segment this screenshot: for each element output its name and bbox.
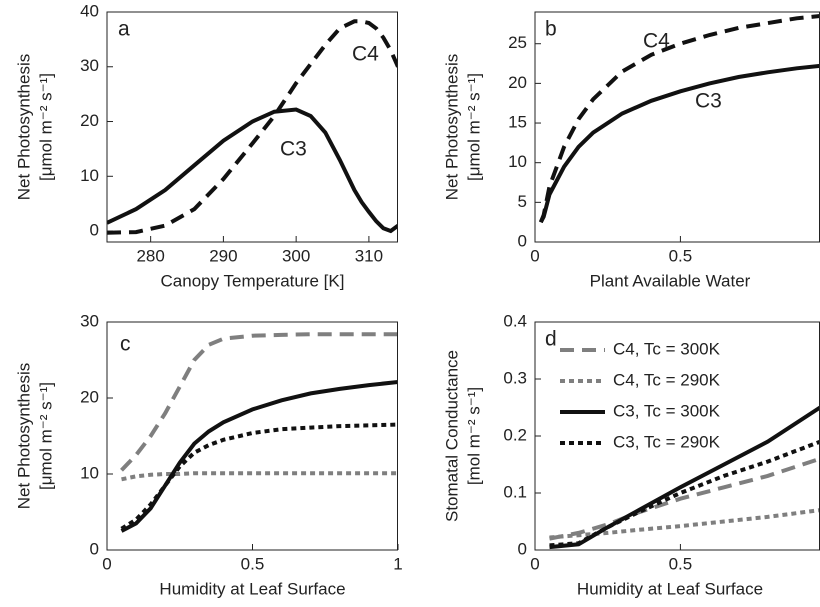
y-axis-label: Net Photosynthesis: [14, 363, 33, 509]
series-line: [549, 439, 820, 548]
y-tick-label: 20: [508, 73, 527, 92]
x-tick-label: 0.5: [241, 554, 265, 573]
panel: 280 290 300 310 0 10 20 30 40 Canopy Temperature …: [14, 1, 398, 290]
plot-frame: [106, 321, 398, 551]
x-tick-label: 0.5: [669, 554, 693, 573]
x-axis-label: Canopy Temperature [K]: [161, 271, 345, 290]
y-tick-label: 30: [80, 311, 99, 330]
y-tick-label: 40: [80, 1, 99, 20]
y-tick-label: 0: [90, 539, 99, 558]
series-line: [120, 332, 398, 472]
y-tick-label: 0: [518, 231, 527, 250]
series-line: [538, 14, 820, 223]
y-axis-label: [μmol m⁻² s⁻¹]: [36, 382, 55, 490]
x-tick-label: 0: [102, 554, 111, 573]
panel-label: b: [545, 18, 557, 41]
x-tick-label: 280: [136, 246, 164, 265]
plot-frame: [534, 11, 820, 243]
y-tick-label: 10: [508, 152, 527, 171]
y-tick-label: 30: [80, 56, 99, 75]
y-tick-label: 0.1: [503, 482, 527, 501]
y-tick-label: 10: [80, 463, 99, 482]
y-axis-label: Net Photosynthesis: [442, 54, 461, 200]
y-tick-label: 25: [508, 33, 527, 52]
annotation: C3: [695, 90, 722, 113]
annotation: C4: [643, 30, 670, 53]
series-line: [120, 380, 398, 533]
y-axis-label: [μmol m⁻² s⁻¹]: [36, 73, 55, 181]
x-tick-label: 0: [530, 246, 539, 265]
legend-label: C3, Tc = 300K: [613, 401, 721, 420]
x-tick-label: 0: [530, 554, 539, 573]
series-line: [549, 405, 820, 550]
y-tick-label: 0.4: [503, 311, 527, 330]
y-axis-label: Stomatal Conductance: [442, 350, 461, 522]
panel-label: c: [120, 333, 131, 356]
legend-label: C4, Tc = 290K: [613, 370, 721, 389]
panel: 0 0.5 0 5 10 15 20 25 Plant Available Water Net P…: [442, 11, 820, 290]
x-tick-label: 300: [282, 246, 310, 265]
annotation: C4: [352, 43, 379, 66]
y-axis-label: [μmol m⁻² s⁻¹]: [464, 73, 483, 181]
x-tick-label: 310: [355, 246, 383, 265]
x-axis-label: Plant Available Water: [590, 271, 751, 290]
series-line: [121, 471, 398, 482]
legend-label: C3, Tc = 290K: [613, 432, 721, 451]
panel-label: d: [545, 328, 557, 351]
x-tick-label: 0.5: [669, 246, 693, 265]
y-tick-label: 0.2: [503, 425, 527, 444]
y-tick-label: 0.3: [503, 368, 527, 387]
panel-label: a: [118, 18, 130, 41]
series-line: [549, 456, 820, 541]
x-axis-label: Humidity at Leaf Surface: [159, 579, 345, 598]
series-line: [120, 422, 398, 531]
y-tick-label: 0: [90, 221, 99, 240]
x-axis-label: Humidity at Leaf Surface: [577, 579, 763, 598]
y-tick-label: 20: [80, 387, 99, 406]
y-tick-label: 5: [518, 192, 527, 211]
x-tick-label: 1: [393, 554, 402, 573]
y-tick-label: 10: [80, 166, 99, 185]
series-line: [107, 107, 398, 234]
series-line: [107, 19, 398, 235]
y-tick-label: 15: [508, 113, 527, 132]
y-tick-label: 0: [518, 539, 527, 558]
legend-label: C4, Tc = 300K: [613, 339, 721, 358]
series-line: [539, 63, 820, 224]
plot-frame: [106, 11, 398, 243]
annotation: C3: [280, 138, 307, 161]
y-tick-label: 20: [80, 111, 99, 130]
panel: 0 0.5 0 0.1 0.2 0.3 0.4 Humidity at Leaf Surfac…: [442, 311, 820, 598]
y-axis-label: [mol m⁻² s⁻¹]: [464, 387, 483, 485]
series-line: [549, 508, 820, 540]
y-axis-label: Net Photosynthesis: [14, 54, 33, 200]
x-tick-label: 290: [209, 246, 237, 265]
